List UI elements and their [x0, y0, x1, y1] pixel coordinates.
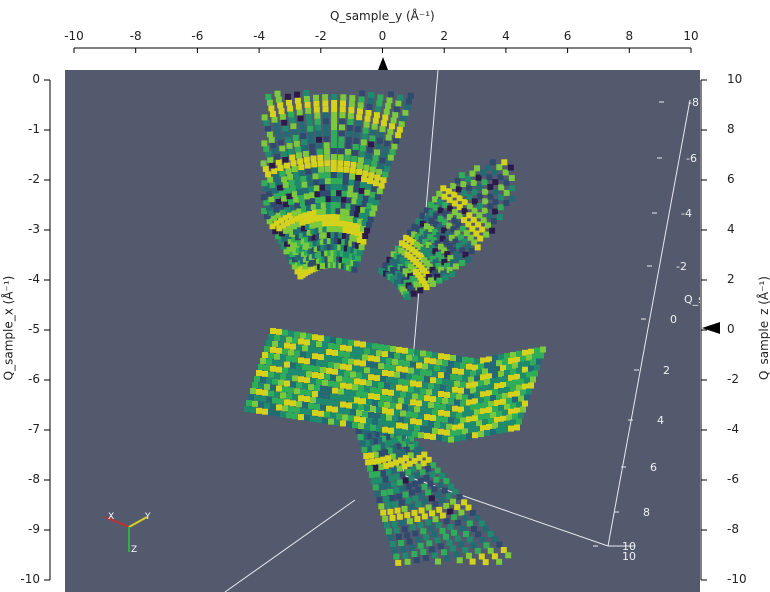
- left-axis-tick-label: -5: [28, 322, 40, 336]
- right-axis-tick-label: 2: [727, 272, 735, 286]
- right-axis-tick-label: -8: [727, 522, 739, 536]
- inner-axis-tick-label: -8: [688, 96, 699, 109]
- top-axis-tick-label: 2: [440, 29, 448, 43]
- right-axis-tick-label: -2: [727, 372, 739, 386]
- left-axis-tick-label: -9: [28, 522, 40, 536]
- inner-axis-tick-label: -2: [676, 260, 687, 273]
- top-axis-line: [73, 47, 692, 70]
- left-axis-tick-label: -3: [28, 222, 40, 236]
- inner-axis-tick-label: 6: [650, 461, 657, 474]
- top-axis-marker-icon: [378, 57, 388, 70]
- inner-axis-tick-label: 4: [657, 414, 664, 427]
- right-axis-tick-label: 10: [727, 72, 743, 86]
- left-axis-tick-label: -8: [28, 472, 40, 486]
- right-axis-line: [700, 79, 720, 581]
- orientation-z-label: Z: [131, 545, 137, 555]
- left-axis-line: [44, 79, 51, 581]
- inner-axis-tick-label: -4: [681, 207, 692, 220]
- left-axis-tick-label: -6: [28, 372, 40, 386]
- right-axis-tick-label: 6: [727, 172, 735, 186]
- inner-axis-tick-label: 0: [670, 313, 677, 326]
- left-axis-tick-label: -7: [28, 422, 40, 436]
- top-axis-tick-label: 8: [625, 29, 634, 43]
- right-axis-marker-icon: [702, 322, 720, 334]
- inner-axis-tick-label: 8: [643, 506, 650, 519]
- left-axis-tick-label: -4: [28, 272, 40, 286]
- x-axis-arrow-icon: [104, 516, 130, 528]
- inner-axis-tick-label: 10: [622, 550, 636, 563]
- right-axis-tick-label: -4: [727, 422, 739, 436]
- inner-axis-tick-label: -6: [686, 152, 697, 165]
- top-axis-tick-label: -8: [129, 29, 142, 43]
- orientation-y-label: Y: [144, 512, 151, 522]
- top-axis-tick-label: 0: [378, 29, 387, 43]
- right-axis-tick-label: 0: [727, 322, 735, 336]
- inner-axis-tick-label: 10: [622, 540, 636, 553]
- top-axis-tick-label: -10: [64, 29, 84, 43]
- inner-axis-title: Q_s: [684, 293, 700, 306]
- top-axis-tick-label: -6: [191, 29, 204, 43]
- right-axis-tick-label: -10: [727, 572, 747, 586]
- top-axis-tick-label: -2: [314, 29, 327, 43]
- orientation-x-label: X: [108, 512, 114, 522]
- orientation-axes-widget: X Y Z: [104, 512, 151, 555]
- right-axis-tick-label: 8: [727, 122, 735, 136]
- top-axis-tick-label: 10: [683, 29, 699, 43]
- y-axis-arrow-icon: [128, 516, 148, 528]
- left-axis-tick-label: -2: [28, 172, 40, 186]
- right-axis-tick-label: 4: [727, 222, 735, 236]
- top-axis-tick-label: 4: [502, 29, 510, 43]
- top-axis-title: Q_sample_y (Å⁻¹): [330, 9, 435, 23]
- top-axis-tick-label: -4: [253, 29, 266, 43]
- voxel-data: [244, 90, 546, 566]
- top-axis-tick-label: 6: [563, 29, 572, 43]
- left-axis-tick-label: -1: [28, 122, 40, 136]
- right-axis-tick-label: -6: [727, 472, 739, 486]
- inner-axis-tick-label: 2: [663, 364, 670, 377]
- left-axis-tick-label: 0: [32, 72, 40, 86]
- left-axis-tick-label: -10: [20, 572, 40, 586]
